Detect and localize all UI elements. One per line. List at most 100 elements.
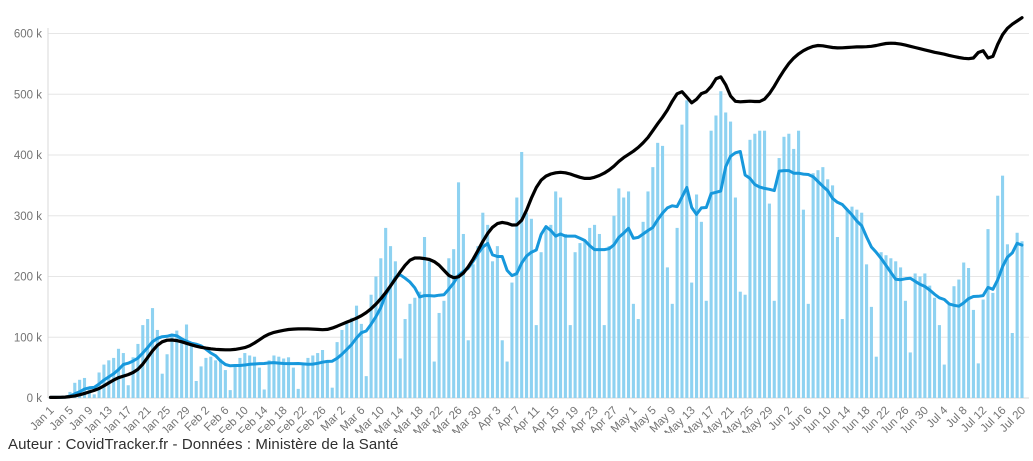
bar[interactable] <box>306 357 310 398</box>
bar[interactable] <box>660 145 665 398</box>
bar[interactable] <box>160 373 164 398</box>
bar[interactable] <box>675 227 679 398</box>
bar[interactable] <box>131 357 135 398</box>
bar[interactable] <box>350 317 354 398</box>
bar[interactable] <box>991 292 995 398</box>
bar[interactable] <box>505 361 509 398</box>
bar[interactable] <box>282 358 286 398</box>
bar[interactable] <box>607 246 611 398</box>
bar[interactable] <box>719 91 723 399</box>
bar[interactable] <box>204 357 208 398</box>
bar[interactable] <box>413 297 417 398</box>
bar[interactable] <box>199 366 203 398</box>
bar[interactable] <box>962 262 966 398</box>
bar[interactable] <box>252 356 257 398</box>
bar[interactable] <box>165 354 169 398</box>
bar[interactable] <box>248 355 252 398</box>
bar[interactable] <box>238 357 242 398</box>
bar[interactable] <box>218 359 223 398</box>
bar[interactable] <box>631 303 635 398</box>
bar[interactable] <box>92 394 96 398</box>
bar[interactable] <box>865 264 869 398</box>
bar[interactable] <box>418 291 422 398</box>
bar[interactable] <box>529 218 533 398</box>
bar[interactable] <box>777 158 781 398</box>
bar[interactable] <box>447 258 451 398</box>
bar[interactable] <box>354 305 359 398</box>
bar[interactable] <box>544 227 548 398</box>
bar[interactable] <box>874 356 878 398</box>
bar[interactable] <box>738 291 742 398</box>
bar[interactable] <box>558 197 563 398</box>
bar[interactable] <box>680 124 684 398</box>
bar[interactable] <box>272 355 276 398</box>
bar[interactable] <box>782 136 786 398</box>
bar[interactable] <box>694 194 699 398</box>
bar[interactable] <box>73 382 77 398</box>
bar[interactable] <box>704 300 708 398</box>
bar[interactable] <box>709 130 713 398</box>
bar[interactable] <box>612 215 616 398</box>
bar[interactable] <box>937 325 941 398</box>
bar[interactable] <box>787 133 791 399</box>
bar[interactable] <box>733 197 737 398</box>
bar[interactable] <box>286 357 291 398</box>
bar[interactable] <box>957 279 961 398</box>
bar[interactable] <box>835 237 839 398</box>
bar[interactable] <box>563 233 567 398</box>
bar[interactable] <box>811 173 815 398</box>
bar[interactable] <box>947 304 951 398</box>
bar[interactable] <box>967 267 971 398</box>
bar[interactable] <box>583 240 587 398</box>
bar[interactable] <box>641 221 645 398</box>
bar[interactable] <box>860 212 864 398</box>
bar[interactable] <box>714 115 718 398</box>
bar[interactable] <box>597 233 601 398</box>
bar[interactable] <box>913 273 917 398</box>
bar[interactable] <box>656 142 660 398</box>
bar[interactable] <box>486 224 490 398</box>
bar[interactable] <box>515 197 519 398</box>
bar[interactable] <box>568 325 572 398</box>
bar[interactable] <box>729 121 733 399</box>
bar[interactable] <box>78 379 82 398</box>
bar[interactable] <box>422 237 427 398</box>
bar[interactable] <box>180 340 184 398</box>
bar[interactable] <box>772 300 776 398</box>
bar[interactable] <box>899 267 903 398</box>
bar[interactable] <box>797 130 801 398</box>
bar[interactable] <box>976 363 980 398</box>
bar[interactable] <box>699 221 703 398</box>
bar[interactable] <box>214 360 218 398</box>
bar[interactable] <box>592 224 597 398</box>
bar[interactable] <box>291 367 295 398</box>
bar[interactable] <box>651 167 655 398</box>
bar[interactable] <box>311 355 315 398</box>
bar[interactable] <box>850 206 854 398</box>
bar[interactable] <box>534 325 538 398</box>
bar[interactable] <box>831 185 835 398</box>
bar[interactable] <box>481 212 485 398</box>
bar[interactable] <box>209 356 213 398</box>
bar[interactable] <box>952 286 956 398</box>
bar[interactable] <box>1020 241 1024 398</box>
bar[interactable] <box>1001 175 1005 398</box>
bar[interactable] <box>879 252 883 398</box>
bar[interactable] <box>277 356 281 398</box>
bar[interactable] <box>228 390 232 398</box>
bar[interactable] <box>626 191 631 398</box>
bar[interactable] <box>826 179 830 398</box>
bar[interactable] <box>1005 244 1009 398</box>
bar[interactable] <box>636 319 640 398</box>
bar[interactable] <box>345 321 349 398</box>
bar[interactable] <box>267 360 271 398</box>
avg-7d-line[interactable] <box>49 150 1024 399</box>
bar[interactable] <box>894 261 898 398</box>
bar[interactable] <box>520 151 524 398</box>
bar[interactable] <box>112 357 116 398</box>
bar[interactable] <box>588 227 592 398</box>
bar[interactable] <box>573 252 577 398</box>
bar[interactable] <box>408 303 412 398</box>
all-doses-avg-7d-line[interactable] <box>48 16 1024 399</box>
